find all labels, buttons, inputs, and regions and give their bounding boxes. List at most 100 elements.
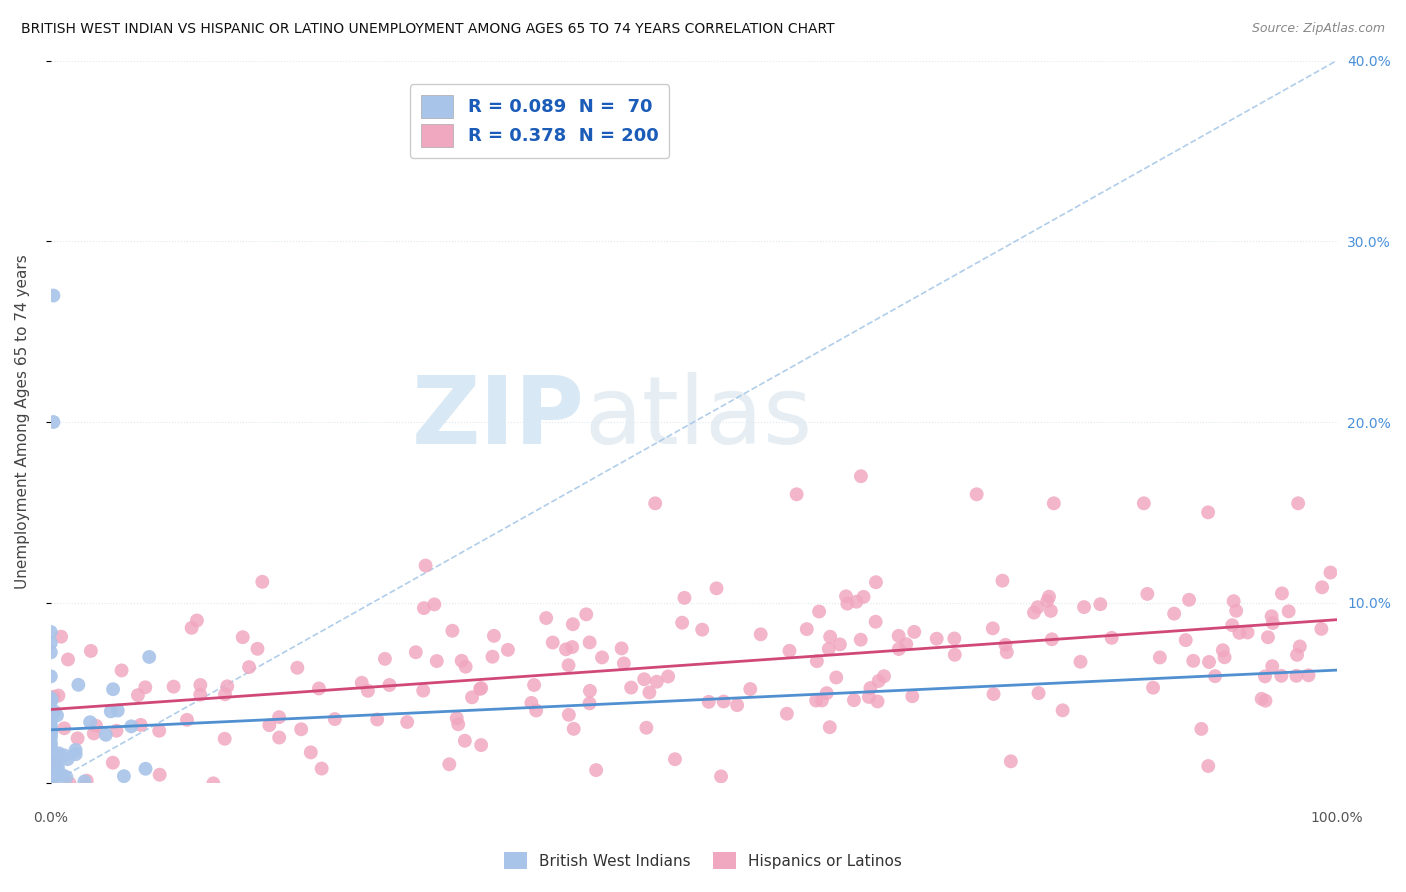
- Point: [39, 691, 62, 706]
- Point: [105, 723, 128, 738]
- Point: [1220, 618, 1243, 632]
- Point: [749, 627, 772, 641]
- Point: [1043, 496, 1066, 510]
- Point: [1101, 631, 1123, 645]
- Point: [101, 756, 124, 770]
- Point: [39, 767, 62, 781]
- Point: [299, 745, 322, 759]
- Point: [1213, 650, 1236, 665]
- Point: [1069, 655, 1091, 669]
- Point: [837, 597, 859, 611]
- Point: [49, 630, 72, 644]
- Point: [46, 770, 69, 784]
- Point: [39, 764, 62, 779]
- Point: [56, 652, 79, 666]
- Point: [575, 607, 598, 622]
- Point: [638, 685, 661, 699]
- Point: [267, 710, 290, 724]
- Point: [39, 724, 62, 739]
- Point: [42, 288, 65, 302]
- Point: [541, 635, 564, 649]
- Point: [39, 747, 62, 761]
- Point: [412, 683, 434, 698]
- Point: [591, 650, 613, 665]
- Point: [776, 706, 799, 721]
- Point: [585, 763, 607, 777]
- Point: [835, 590, 858, 604]
- Point: [39, 719, 62, 733]
- Point: [39, 773, 62, 788]
- Point: [188, 688, 211, 702]
- Point: [740, 681, 762, 696]
- Point: [39, 645, 62, 659]
- Point: [42, 415, 65, 429]
- Point: [796, 622, 818, 636]
- Point: [828, 637, 851, 651]
- Point: [269, 731, 291, 745]
- Point: [1222, 594, 1244, 608]
- Point: [706, 582, 728, 596]
- Point: [852, 590, 875, 604]
- Point: [39, 723, 62, 737]
- Point: [858, 690, 880, 704]
- Point: [887, 642, 910, 657]
- Point: [520, 696, 543, 710]
- Point: [808, 605, 831, 619]
- Point: [1261, 615, 1284, 630]
- Point: [1250, 691, 1272, 706]
- Point: [39, 669, 62, 683]
- Point: [44, 705, 66, 719]
- Point: [39, 731, 62, 745]
- Point: [995, 645, 1018, 659]
- Point: [613, 657, 636, 671]
- Point: [41, 757, 63, 772]
- Point: [1189, 722, 1212, 736]
- Point: [842, 693, 865, 707]
- Point: [818, 630, 841, 644]
- Point: [579, 684, 602, 698]
- Point: [1212, 643, 1234, 657]
- Point: [1225, 604, 1247, 618]
- Point: [943, 648, 966, 662]
- Point: [39, 694, 62, 708]
- Point: [39, 636, 62, 650]
- Point: [1288, 640, 1310, 654]
- Point: [496, 643, 519, 657]
- Point: [94, 728, 117, 742]
- Point: [41, 693, 63, 707]
- Point: [1310, 622, 1333, 636]
- Point: [252, 574, 274, 589]
- Point: [308, 681, 330, 696]
- Point: [58, 776, 80, 790]
- Legend: R = 0.089  N =  70, R = 0.378  N = 200: R = 0.089 N = 70, R = 0.378 N = 200: [409, 84, 669, 158]
- Point: [107, 704, 129, 718]
- Point: [981, 621, 1004, 635]
- Point: [45, 749, 67, 764]
- Point: [39, 747, 62, 762]
- Legend: British West Indians, Hispanics or Latinos: British West Indians, Hispanics or Latin…: [498, 846, 908, 875]
- Point: [865, 615, 887, 629]
- Point: [786, 487, 808, 501]
- Point: [127, 688, 149, 702]
- Point: [1319, 566, 1341, 580]
- Point: [441, 624, 464, 638]
- Text: 0.0%: 0.0%: [34, 811, 69, 825]
- Point: [67, 678, 90, 692]
- Point: [39, 760, 62, 774]
- Point: [1163, 607, 1185, 621]
- Point: [1254, 694, 1277, 708]
- Point: [101, 682, 124, 697]
- Point: [55, 770, 77, 784]
- Point: [366, 713, 388, 727]
- Point: [557, 658, 579, 673]
- Point: [868, 673, 890, 688]
- Point: [806, 654, 828, 668]
- Text: ZIP: ZIP: [412, 372, 585, 465]
- Point: [439, 757, 461, 772]
- Point: [65, 747, 87, 762]
- Point: [51, 768, 73, 782]
- Point: [39, 743, 62, 757]
- Point: [725, 698, 748, 713]
- Point: [555, 642, 578, 657]
- Point: [657, 669, 679, 683]
